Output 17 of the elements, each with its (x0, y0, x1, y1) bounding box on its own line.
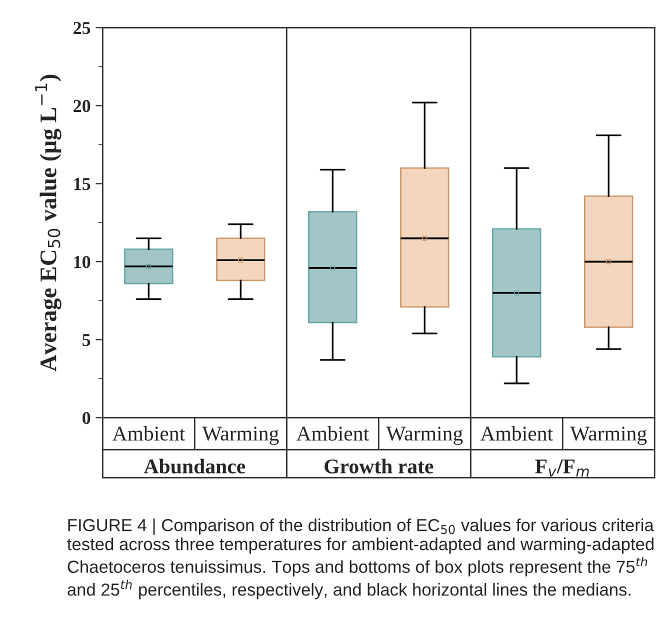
y-tick-label: 15 (74, 178, 90, 190)
x-tick-label: Ambient (296, 426, 369, 441)
y-tick-label: 0 (82, 412, 90, 424)
x-axis-title: F$_{v}$/F$_{m}$ (535, 460, 589, 477)
x-axis-title: Growth rate (324, 458, 434, 474)
y-tick-label: 20 (74, 100, 90, 112)
x-tick-label: Warming (202, 426, 279, 445)
y-axis-title: Average EC$_{50}$ value (μg L$^{−1}$) (35, 74, 62, 372)
y-tick-label: 5 (82, 334, 90, 346)
x-tick-label: Ambient (480, 426, 553, 441)
x-tick-label: Warming (570, 426, 647, 445)
text: FIGURE 4 | Comparison of the distribution of EC$_{50}$ values for various criteria tested across three temperatures for ambient-adapted and warming-adapted Chaetoceros tenuissimus. Tops and bottoms of box plots represent the 75$^{th}$ and 25$^{th}$ percentiles, respectively, and black horizontal lines the medians. (67, 518, 654, 600)
x-tick-label: Ambient (112, 426, 186, 441)
x-axis-title: Abundance (144, 458, 246, 474)
y-tick-label: 10 (74, 256, 90, 268)
y-tick-label: 25 (74, 22, 90, 34)
x-tick-label: Warming (386, 426, 463, 445)
